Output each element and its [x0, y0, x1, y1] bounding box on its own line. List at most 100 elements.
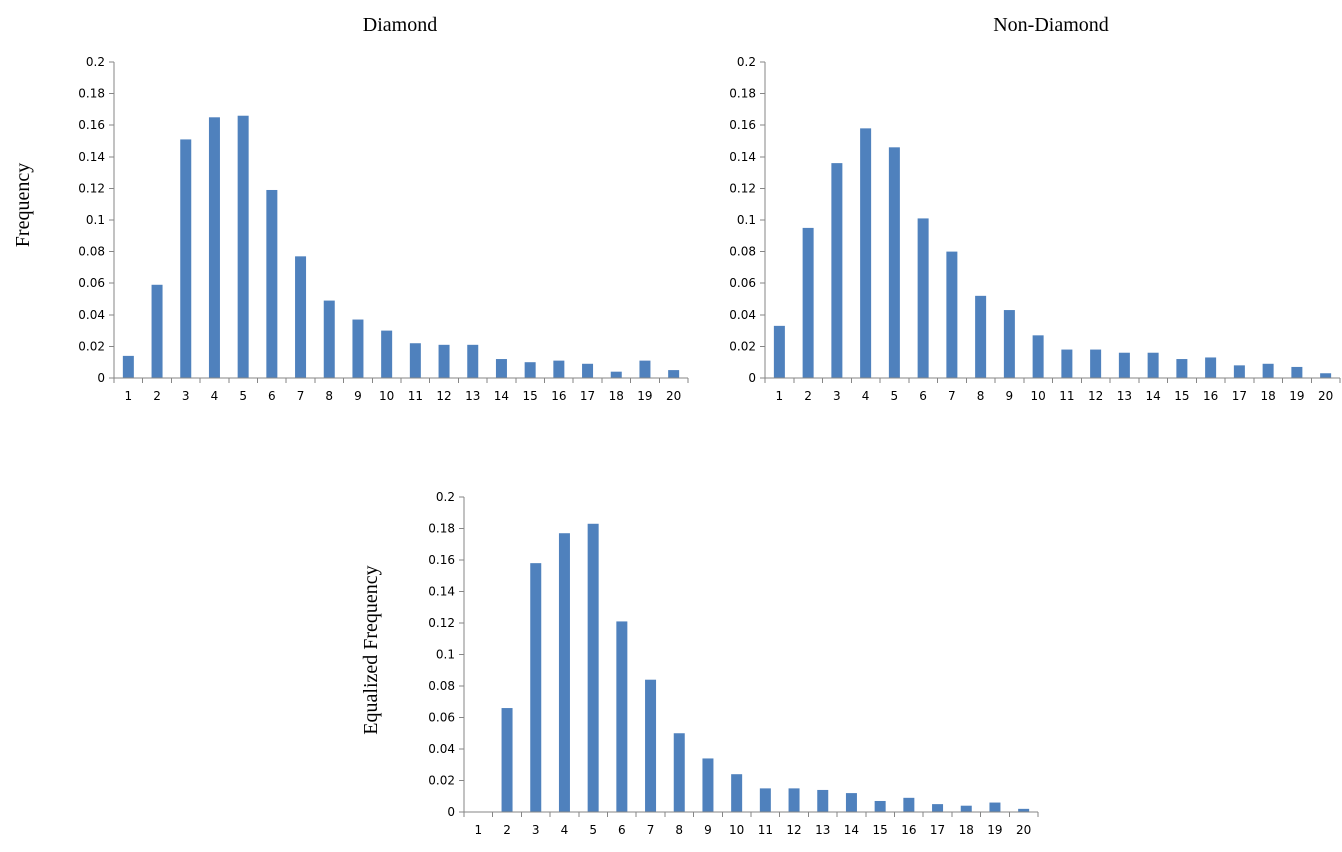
bar-4	[208, 117, 220, 379]
bar-15	[524, 362, 536, 378]
x-tick-label: 5	[891, 389, 899, 403]
y-tick-label: 0.12	[729, 181, 756, 195]
bar-14	[845, 793, 857, 812]
y-tick-label: 0.2	[436, 490, 455, 504]
bar-13	[1118, 352, 1130, 378]
bar-4	[558, 533, 570, 812]
x-tick-label: 13	[1117, 389, 1132, 403]
bar-9	[702, 758, 714, 812]
bar-17	[932, 804, 944, 812]
y-tick-label: 0.02	[78, 339, 105, 353]
bar-3	[180, 139, 192, 378]
bars-diamond	[122, 115, 680, 379]
bar-13	[467, 344, 479, 378]
x-tick-label: 7	[647, 823, 655, 837]
y-tick-label: 0	[447, 805, 455, 819]
y-tick-label: 0.1	[436, 648, 455, 662]
x-tick-label: 17	[930, 823, 945, 837]
x-tick-label: 11	[1059, 389, 1074, 403]
bar-2	[501, 708, 513, 812]
y-tick-label: 0.12	[78, 181, 105, 195]
x-tick-label: 9	[1006, 389, 1014, 403]
bar-9	[1003, 310, 1015, 378]
y-tick-label: 0.12	[428, 616, 455, 630]
axes-diamond: 0 0.02 0.04 0.06 0.08 0.1 0.12 0.14 0.16 0.18 0.2 1…	[78, 55, 689, 403]
y-tick-label: 0.06	[78, 276, 105, 290]
bar-12	[788, 788, 800, 812]
x-tick-label: 10	[729, 823, 744, 837]
x-tick-label: 19	[987, 823, 1002, 837]
bar-4	[860, 128, 872, 378]
x-tick-label: 10	[379, 389, 394, 403]
x-tick-label: 18	[609, 389, 624, 403]
y-tick-label: 0.2	[86, 55, 105, 69]
bar-16	[553, 360, 565, 378]
bar-11	[759, 788, 771, 812]
y-tick-label: 0.04	[78, 308, 105, 322]
x-tick-label: 7	[948, 389, 956, 403]
bar-6	[266, 189, 278, 378]
y-tick-label: 0.14	[78, 150, 105, 164]
x-tick-label: 12	[1088, 389, 1103, 403]
x-tick-label: 6	[618, 823, 626, 837]
x-tick-label: 9	[704, 823, 712, 837]
bar-17	[1233, 365, 1245, 378]
x-tick-label: 1	[475, 823, 483, 837]
bar-7	[295, 256, 307, 378]
x-tick-label: 20	[1318, 389, 1333, 403]
x-tick-label: 3	[182, 389, 190, 403]
x-tick-label: 18	[959, 823, 974, 837]
bar-7	[946, 251, 958, 378]
bar-9	[352, 319, 364, 378]
x-tick-label: 8	[675, 823, 683, 837]
y-tick-label: 0.08	[78, 245, 105, 259]
x-tick-label: 14	[494, 389, 509, 403]
x-tick-label: 7	[297, 389, 305, 403]
bars-equalized	[501, 523, 1030, 812]
x-tick-label: 2	[503, 823, 511, 837]
bar-20	[1018, 808, 1030, 812]
x-tick-label: 4	[561, 823, 569, 837]
bar-12	[438, 344, 450, 378]
x-tick-label: 9	[354, 389, 362, 403]
x-tick-label: 1	[776, 389, 784, 403]
x-tick-label: 2	[804, 389, 812, 403]
x-tick-label: 6	[919, 389, 927, 403]
bar-8	[975, 295, 987, 378]
y-tick-label: 0.04	[428, 742, 455, 756]
x-tick-label: 15	[1174, 389, 1189, 403]
y-tick-label: 0.2	[737, 55, 756, 69]
chart-equalized: Equalized Frequency 0 0.02 0.04 0.06 0.08 0.1…	[360, 490, 1039, 837]
bar-15	[1176, 359, 1188, 378]
y-tick-label: 0.1	[737, 213, 756, 227]
x-tick-label: 17	[580, 389, 595, 403]
axes-non-diamond: 0 0.02 0.04 0.06 0.08 0.1 0.12 0.14 0.16 0.18 0.2 1…	[729, 55, 1341, 403]
bar-17	[582, 363, 594, 378]
y-tick-label: 0.06	[729, 276, 756, 290]
x-tick-label: 3	[833, 389, 841, 403]
bar-16	[903, 797, 915, 812]
bar-19	[989, 802, 1001, 812]
bar-20	[668, 370, 680, 378]
bar-1	[122, 355, 134, 378]
y-tick-label: 0.06	[428, 711, 455, 725]
x-tick-label: 14	[844, 823, 859, 837]
bar-5	[587, 523, 599, 812]
y-tick-label: 0.18	[729, 87, 756, 101]
y-tick-label: 0.18	[428, 522, 455, 536]
x-tick-label: 19	[1289, 389, 1304, 403]
bar-19	[1291, 366, 1303, 378]
x-tick-label: 4	[862, 389, 870, 403]
chart-non-diamond: Non-Diamond 0 0.02 0.04 0.06 0.08 0.1 0.12 0.14…	[729, 14, 1341, 403]
y-tick-label: 0	[748, 371, 756, 385]
bars-non-diamond	[773, 128, 1332, 378]
bar-5	[888, 147, 900, 378]
y-tick-label: 0.08	[428, 679, 455, 693]
x-tick-label: 16	[901, 823, 916, 837]
x-tick-label: 11	[408, 389, 423, 403]
y-tick-label: 0.16	[78, 118, 105, 132]
y-tick-label: 0.16	[428, 553, 455, 567]
bar-8	[323, 300, 335, 378]
bar-10	[381, 330, 393, 378]
